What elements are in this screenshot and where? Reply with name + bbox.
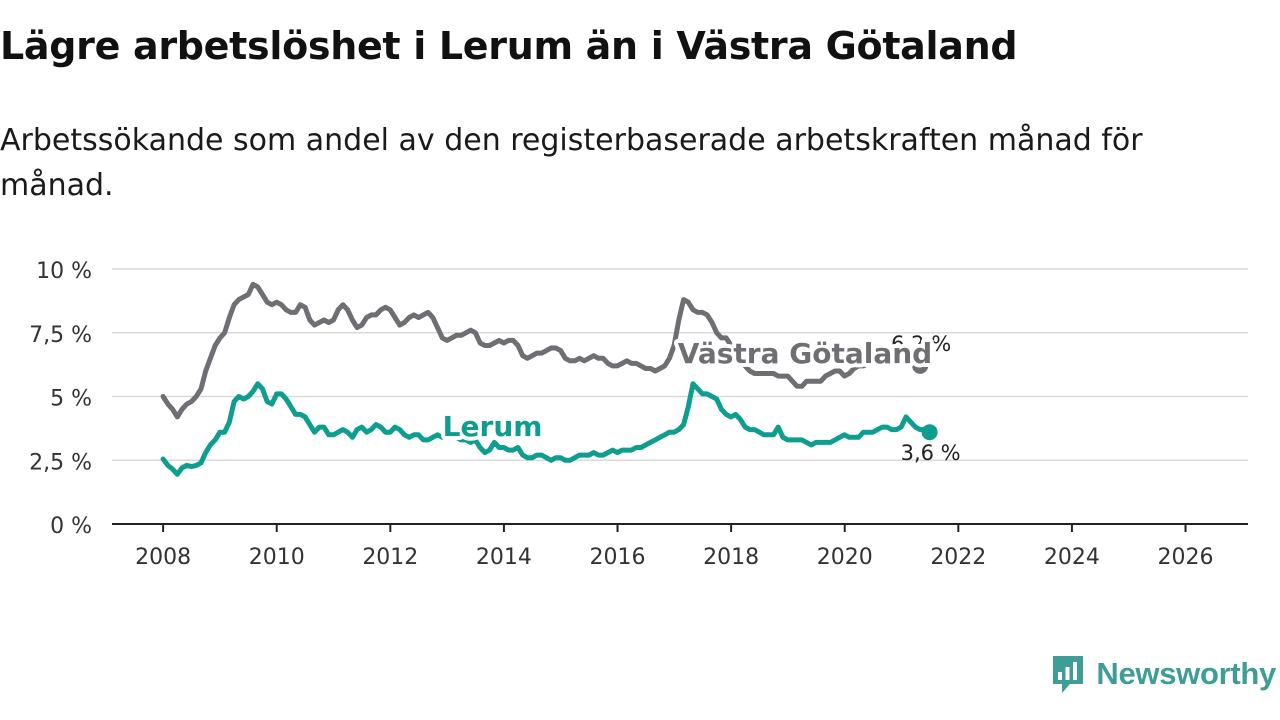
series-label-halo: Lerum bbox=[443, 410, 543, 443]
x-tick-label: 2016 bbox=[590, 545, 646, 570]
gridlines bbox=[112, 268, 1248, 461]
y-tick-label: 5 % bbox=[50, 387, 92, 412]
series bbox=[160, 281, 938, 477]
newsworthy-logo-icon bbox=[1053, 656, 1084, 693]
brand-name: Newsworthy bbox=[1096, 656, 1276, 691]
series-label-halo: Västra Götaland bbox=[678, 337, 933, 370]
x-tick-label: 2024 bbox=[1044, 545, 1100, 570]
x-tick-label: 2020 bbox=[817, 545, 873, 570]
end-point-lerum bbox=[921, 424, 938, 441]
y-tick-label: 10 % bbox=[36, 259, 92, 284]
end-value-label: 6,2 % bbox=[891, 332, 951, 356]
series-label: Västra Götaland bbox=[678, 337, 933, 370]
series-label: Lerum bbox=[443, 410, 543, 443]
y-tick-label: 0 % bbox=[50, 514, 92, 539]
x-tick-label: 2018 bbox=[703, 545, 759, 570]
series-line-västra-götaland bbox=[160, 281, 923, 420]
y-tick-label: 7,5 % bbox=[29, 323, 92, 348]
x-tick-label: 2012 bbox=[362, 545, 418, 570]
x-tick-label: 2022 bbox=[930, 545, 986, 570]
brand-logo[interactable]: Newsworthy bbox=[1050, 652, 1276, 696]
chart-subtitle: Arbetssökande som andel av den registerb… bbox=[0, 123, 1143, 203]
x-tick-label: 2014 bbox=[476, 545, 532, 570]
end-point-västra-götaland bbox=[912, 357, 929, 374]
end-value-label: 3,6 % bbox=[901, 441, 961, 465]
x-tick-label: 2026 bbox=[1158, 545, 1214, 570]
axes: 0 % 2,5 % 5 % 7,5 % 10 % 2008 2010 2012 2014 2016… bbox=[29, 259, 1248, 570]
series-line-lerum bbox=[160, 381, 933, 477]
x-tick-label: 2008 bbox=[135, 545, 191, 570]
chart-title: Lägre arbetslöshet i Lerum än i Västra G… bbox=[0, 24, 1018, 68]
y-tick-label: 2,5 % bbox=[29, 450, 92, 475]
x-tick-label: 2010 bbox=[249, 545, 305, 570]
